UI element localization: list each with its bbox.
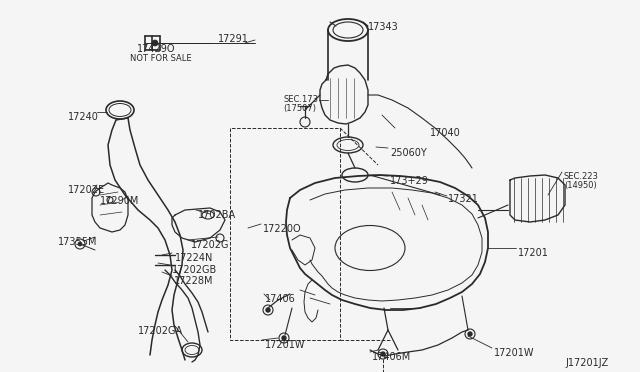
Circle shape bbox=[152, 40, 158, 46]
Text: 17224N: 17224N bbox=[175, 253, 213, 263]
Text: 17343: 17343 bbox=[368, 22, 399, 32]
Text: 17406M: 17406M bbox=[372, 352, 412, 362]
Text: 17201W: 17201W bbox=[265, 340, 305, 350]
Circle shape bbox=[78, 242, 82, 246]
Circle shape bbox=[381, 352, 385, 356]
Text: 17201: 17201 bbox=[518, 248, 549, 258]
Text: 17406: 17406 bbox=[265, 294, 296, 304]
Text: 17201W: 17201W bbox=[494, 348, 534, 358]
Text: 17202GB: 17202GB bbox=[172, 265, 217, 275]
Text: 173+29: 173+29 bbox=[390, 176, 429, 186]
Text: 17202E: 17202E bbox=[68, 185, 105, 195]
Text: (14950): (14950) bbox=[564, 181, 596, 190]
Text: (17507): (17507) bbox=[283, 104, 316, 113]
Text: NOT FOR SALE: NOT FOR SALE bbox=[130, 54, 191, 63]
Text: 1702BA: 1702BA bbox=[198, 210, 236, 220]
Circle shape bbox=[468, 332, 472, 336]
Text: 17202G: 17202G bbox=[191, 240, 230, 250]
Circle shape bbox=[266, 308, 270, 312]
Circle shape bbox=[282, 336, 286, 340]
Text: J17201JZ: J17201JZ bbox=[565, 358, 608, 368]
Text: 17321: 17321 bbox=[448, 194, 479, 204]
Text: 17291: 17291 bbox=[218, 34, 249, 44]
Text: SEC.223: SEC.223 bbox=[564, 172, 599, 181]
Text: 25060Y: 25060Y bbox=[390, 148, 427, 158]
Text: 17355M: 17355M bbox=[58, 237, 97, 247]
Text: 17290M: 17290M bbox=[100, 196, 140, 206]
Text: 17240: 17240 bbox=[68, 112, 99, 122]
Text: 17202GA: 17202GA bbox=[138, 326, 183, 336]
Text: 17228M: 17228M bbox=[174, 276, 214, 286]
Text: SEC.173: SEC.173 bbox=[283, 95, 318, 104]
Text: 17220O: 17220O bbox=[263, 224, 301, 234]
Text: 17429O: 17429O bbox=[137, 44, 175, 54]
Text: 17040: 17040 bbox=[430, 128, 461, 138]
